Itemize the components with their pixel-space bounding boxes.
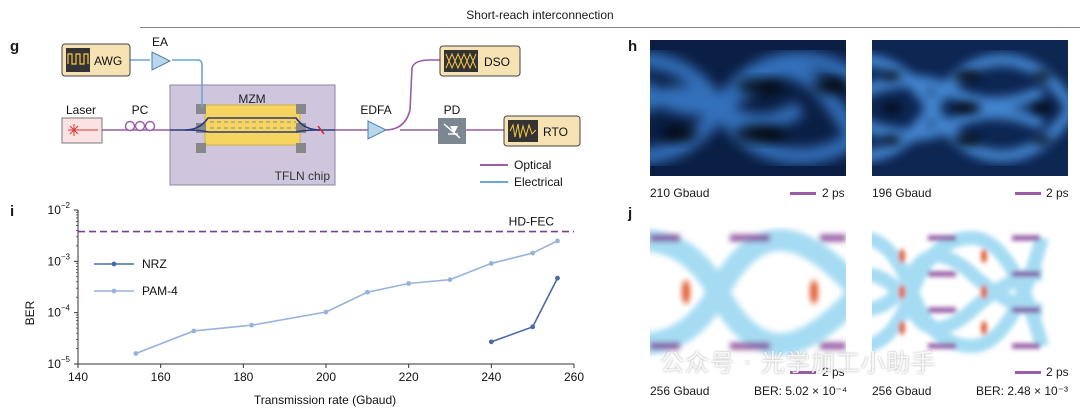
legend-label-nrz: NRZ — [142, 257, 167, 271]
photodiode-icon — [443, 123, 461, 139]
eye-diagram-pam4-256 — [872, 210, 1068, 374]
ber-label-pam4: BER: 2.48 × 10⁻³ — [976, 384, 1069, 398]
waveform-icon — [509, 123, 537, 139]
dso-label: DSO — [484, 55, 510, 69]
eye-trace-196 — [872, 53, 1068, 163]
optical-path — [102, 59, 504, 131]
x-tick-label: 220 — [399, 370, 419, 384]
ea-label: EA — [152, 35, 168, 49]
data-point-pam-4 — [364, 289, 370, 295]
eye-diagram-210 — [650, 40, 846, 176]
mzm-label: MZM — [238, 92, 265, 106]
data-point-nrz — [555, 275, 560, 281]
watermark-text: 公众号 · 光学加工小助手 — [660, 349, 936, 377]
scale-label-196: 2 ps — [1046, 186, 1069, 200]
setup-diagram: TFLN chip MZM AWG EA Laser — [61, 35, 581, 189]
data-point-nrz — [488, 339, 494, 345]
x-tick-label: 160 — [151, 370, 171, 384]
eye-pattern-icon — [445, 52, 477, 70]
rto-screen — [508, 120, 538, 142]
eye-trace-pam4-256 — [872, 230, 1049, 354]
panel-letter-j: j — [628, 205, 633, 222]
eye-label-256-pam4: 256 Gbaud — [872, 384, 932, 398]
y-tick-label: 10−2 — [48, 201, 71, 217]
data-point-pam-4 — [249, 322, 255, 328]
eye-label-256-nrz: 256 Gbaud — [650, 384, 710, 398]
rto-label: RTO — [543, 125, 568, 139]
y-tick-label: 10−5 — [48, 355, 71, 371]
scale-label-256-pam4: 2 ps — [1046, 365, 1069, 379]
legend-electrical-label: Electrical — [514, 175, 563, 189]
edfa-amplifier-icon — [367, 120, 388, 140]
y-tick-label: 10−3 — [48, 252, 71, 268]
series-line-nrz — [491, 277, 559, 343]
pd-label: PD — [444, 103, 461, 117]
scale-bar-196 — [1015, 192, 1041, 195]
panel-letter-h: h — [628, 38, 638, 55]
square-wave-icon — [67, 53, 89, 65]
legend-label-pam-4: PAM-4 — [142, 284, 178, 298]
header-divider — [140, 27, 1080, 28]
ber-chart: 140 160 180 200 220 240 260 10−2 10−3 10−4 10−5 HD… — [23, 201, 585, 407]
eye-label-210: 210 Gbaud — [650, 186, 710, 200]
y-tick-label: 10−4 — [48, 304, 71, 320]
x-tick-label: 180 — [233, 370, 253, 384]
data-point-pam-4 — [555, 238, 560, 244]
electrode-pads — [196, 104, 306, 153]
ber-label-nrz: BER: 5.02 × 10⁻⁴ — [754, 384, 848, 398]
laser-label: Laser — [66, 103, 96, 117]
chart-series — [133, 238, 560, 356]
x-tick-label: 240 — [481, 370, 501, 384]
scale-bar-256-pam4 — [1015, 371, 1041, 374]
panel-letter-g: g — [10, 38, 20, 55]
chip-label: TFLN chip — [275, 169, 331, 183]
data-point-pam-4 — [323, 309, 329, 315]
data-point-pam-4 — [530, 250, 536, 256]
scale-bar-210 — [790, 192, 816, 195]
eye-trace-nrz-256 — [650, 228, 846, 356]
data-point-pam-4 — [488, 261, 494, 266]
data-point-pam-4 — [447, 277, 453, 283]
pc-label: PC — [132, 103, 149, 117]
x-tick-label: 260 — [564, 370, 584, 384]
scale-label-210: 2 ps — [822, 186, 845, 200]
awg-label: AWG — [94, 54, 122, 68]
series-line-pam-4 — [135, 240, 558, 355]
x-tick-label: 140 — [68, 370, 88, 384]
mzm-electrode — [204, 104, 301, 146]
laser-icon — [68, 124, 98, 136]
y-axis-label: BER — [23, 300, 37, 325]
x-axis-label: Transmission rate (Gbaud) — [254, 393, 396, 407]
legend-marker-pam-4 — [111, 288, 117, 294]
eye-label-196: 196 Gbaud — [872, 186, 932, 200]
eye-diagram-nrz-256 — [650, 210, 846, 374]
ea-amplifier-icon — [151, 51, 172, 71]
electrical-path — [130, 59, 203, 108]
scale-bar-256-nrz — [790, 371, 816, 374]
data-point-nrz — [530, 324, 536, 330]
eye-trace-210 — [650, 51, 846, 165]
data-point-pam-4 — [191, 328, 197, 334]
edfa-label: EDFA — [360, 103, 391, 117]
x-tick-label: 200 — [316, 370, 336, 384]
hd-fec-label: HD-FEC — [509, 215, 555, 229]
data-point-pam-4 — [406, 281, 412, 286]
panel-letter-i: i — [10, 203, 15, 220]
waveguide — [170, 117, 335, 133]
polarization-controller-icon — [124, 120, 156, 132]
awg-screen — [66, 48, 90, 72]
eye-diagram-196 — [872, 40, 1068, 176]
scale-label-256-nrz: 2 ps — [822, 365, 845, 379]
hd-fec-threshold: HD-FEC — [78, 215, 574, 233]
coupler-mark — [317, 125, 325, 135]
chart-axes: 140 160 180 200 220 240 260 10−2 10−3 10−4 10−5 — [48, 201, 585, 384]
section-title: Short-reach interconnection — [466, 8, 614, 22]
chart-legend: NRZ PAM-4 — [94, 257, 178, 298]
data-point-pam-4 — [133, 351, 139, 356]
legend-optical-label: Optical — [514, 158, 551, 172]
legend-marker-nrz — [111, 261, 117, 267]
